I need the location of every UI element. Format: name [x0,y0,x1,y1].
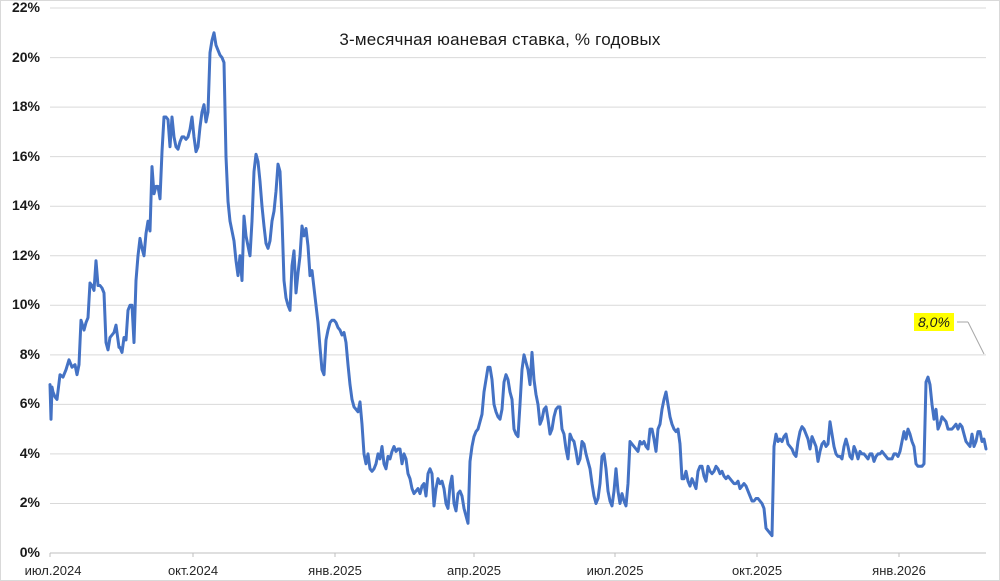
y-tick-label: 12% [11,246,40,263]
y-tick-label: 22% [11,0,40,16]
x-axis-ticks [49,553,900,557]
y-tick-label: 14% [11,197,40,214]
callout-leader-line-2 [967,321,985,355]
x-tick-label: окт.2025 [731,563,783,578]
y-tick-label: 6% [19,395,40,412]
y-tick-label: 4% [19,444,40,461]
x-tick-label: июл.2025 [586,563,644,578]
y-tick-label: 2% [19,494,40,511]
x-tick-label: июл.2024 [24,563,82,578]
last-value-callout: 8,0% [914,313,954,331]
rate-line [48,31,988,538]
x-tick-label: янв.2025 [308,563,362,578]
y-tick-label: 8% [19,345,40,362]
x-tick-label: апр.2025 [446,563,502,578]
x-tick-label: янв.2026 [872,563,926,578]
chart-title: 3-месячная юаневая ставка, % годовых [339,30,661,49]
x-tick-label: окт.2024 [167,563,219,578]
y-tick-label: 0% [19,544,40,560]
gridlines [50,7,986,554]
y-tick-label: 16% [11,147,40,164]
y-tick-label: 18% [11,98,40,115]
y-tick-label: 20% [11,48,40,65]
y-tick-label: 10% [11,296,40,313]
